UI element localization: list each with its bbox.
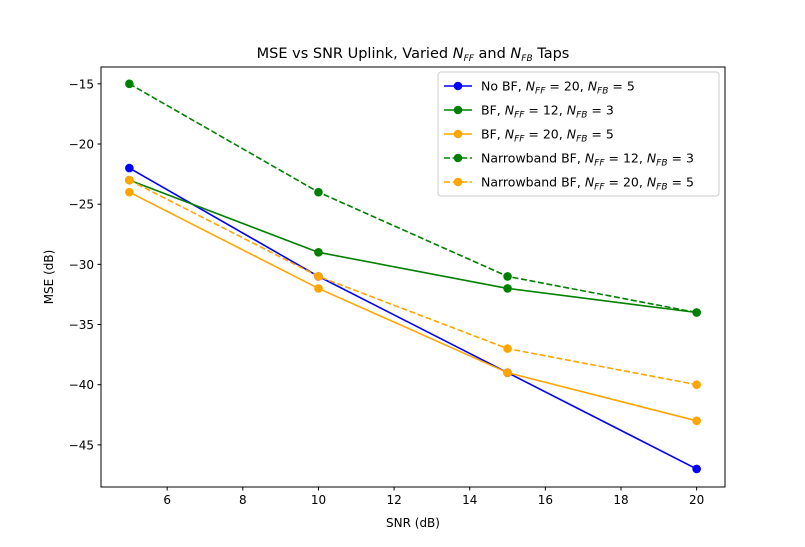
data-point: [314, 272, 323, 281]
legend-label: BF, NFF​ = 20, NFB​ = 5: [481, 127, 614, 145]
x-tick-label: 18: [613, 493, 628, 507]
data-point: [692, 308, 701, 317]
series-line: [129, 179, 697, 386]
y-tick-label: −30: [69, 258, 94, 272]
legend-marker: [453, 153, 463, 163]
series-line: [129, 179, 697, 314]
legend-entry: Narrowband BF, NFF​ = 20, NFB​ = 5: [444, 175, 694, 193]
series-5: [125, 175, 701, 390]
y-tick-label: −20: [69, 138, 94, 152]
data-point: [503, 344, 512, 353]
series-4: [125, 79, 701, 317]
data-point: [125, 187, 134, 197]
legend-marker: [453, 81, 463, 91]
x-tick-label: 10: [311, 493, 326, 507]
legend-label: No BF, NFF​ = 20, NFB​ = 5: [481, 79, 635, 97]
data-point: [125, 175, 134, 185]
data-point: [314, 187, 323, 197]
legend-marker: [453, 177, 463, 187]
x-tick-label: 6: [163, 493, 171, 507]
x-tick-label: 12: [386, 493, 401, 507]
legend-label: Narrowband BF, NFF​ = 12, NFB​ = 3: [481, 151, 694, 169]
y-tick-label: −35: [69, 318, 94, 332]
data-point: [314, 284, 323, 293]
series-line: [128, 83, 697, 314]
legend-marker: [453, 105, 463, 115]
y-tick-label: −15: [69, 77, 94, 91]
x-axis-label: SNR (dB): [386, 516, 440, 530]
y-tick-label: −25: [69, 198, 94, 212]
legend-entry: Narrowband BF, NFF​ = 12, NFB​ = 3: [444, 151, 694, 169]
legend-label: BF, NFF​ = 12, NFB​ = 3: [481, 103, 614, 121]
legend-entry: BF, NFF​ = 12, NFB​ = 3: [444, 103, 614, 121]
data-point: [503, 284, 512, 293]
data-point: [503, 272, 512, 281]
legend-box: [437, 71, 720, 197]
legend: No BF, NFF​ = 20, NFB​ = 5 BF, NFF​ = 12,…: [437, 71, 720, 197]
legend-marker: [453, 129, 463, 139]
plot-frame: [100, 66, 726, 488]
data-point: [314, 248, 323, 257]
x-tick-label: 20: [689, 493, 704, 507]
data-point: [503, 368, 512, 377]
x-tick-label: 16: [538, 493, 553, 507]
data-point: [125, 79, 134, 89]
data-point: [125, 163, 134, 173]
series-layer: [125, 79, 701, 474]
legend-entry: No BF, NFF​ = 20, NFB​ = 5: [444, 79, 635, 97]
data-point: [692, 464, 701, 474]
axis-ticks: 6 8 10 12 14 16 18 20 −15 −20 −25 −30 −35 −40 −45: [69, 77, 705, 507]
y-tick-label: −45: [69, 438, 94, 452]
legend-label: Narrowband BF, NFF​ = 20, NFB​ = 5: [481, 175, 694, 193]
x-tick-label: 8: [239, 493, 247, 507]
legend-entry: BF, NFF​ = 20, NFB​ = 5: [444, 127, 614, 145]
y-tick-label: −40: [69, 378, 94, 392]
data-point: [692, 380, 701, 390]
data-point: [692, 416, 701, 426]
chart-title: MSE vs SNR Uplink, Varied NFF​ and NFB​ …: [257, 46, 570, 64]
x-tick-label: 14: [462, 493, 477, 507]
series-line: [128, 167, 697, 470]
series-line: [129, 191, 697, 422]
y-axis-label: MSE (dB): [42, 250, 56, 305]
series-3: [125, 187, 701, 426]
